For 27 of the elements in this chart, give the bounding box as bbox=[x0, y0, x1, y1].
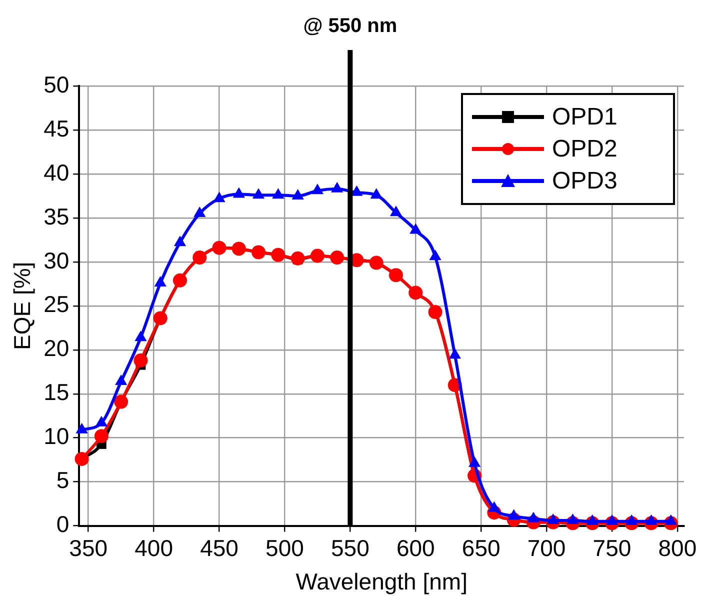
y-tick-label: 20 bbox=[44, 335, 70, 362]
y-tick-label: 15 bbox=[44, 379, 70, 406]
ref-line-label: @ 550 nm bbox=[303, 15, 398, 37]
y-tick-label: 50 bbox=[44, 71, 70, 98]
y-tick-label: 30 bbox=[44, 247, 70, 274]
y-tick-label: 5 bbox=[56, 467, 70, 494]
x-tick-label: 700 bbox=[527, 534, 566, 561]
x-tick-label: 550 bbox=[330, 534, 370, 561]
x-tick-label: 650 bbox=[462, 534, 500, 561]
x-tick-label: 600 bbox=[396, 534, 435, 561]
y-tick-label: 0 bbox=[56, 511, 70, 538]
legend-label: OPD1 bbox=[552, 104, 618, 131]
legend-label: OPD2 bbox=[552, 136, 618, 163]
x-tick-label: 350 bbox=[69, 534, 108, 561]
y-tick-label: 45 bbox=[44, 115, 70, 142]
x-tick-label: 400 bbox=[134, 534, 173, 561]
x-tick-label: 800 bbox=[658, 534, 697, 561]
legend-label: OPD3 bbox=[552, 168, 618, 195]
x-axis-title: Wavelength [nm] bbox=[296, 568, 468, 595]
y-tick-label: 25 bbox=[44, 291, 70, 318]
y-tick-label: 35 bbox=[44, 203, 70, 230]
x-tick-label: 750 bbox=[592, 534, 632, 561]
y-axis-title: EQE [%] bbox=[9, 262, 36, 350]
x-tick-label: 500 bbox=[266, 534, 304, 561]
y-tick-label: 40 bbox=[44, 159, 70, 186]
x-tick-label: 450 bbox=[200, 534, 238, 561]
y-tick-label: 10 bbox=[44, 423, 70, 450]
